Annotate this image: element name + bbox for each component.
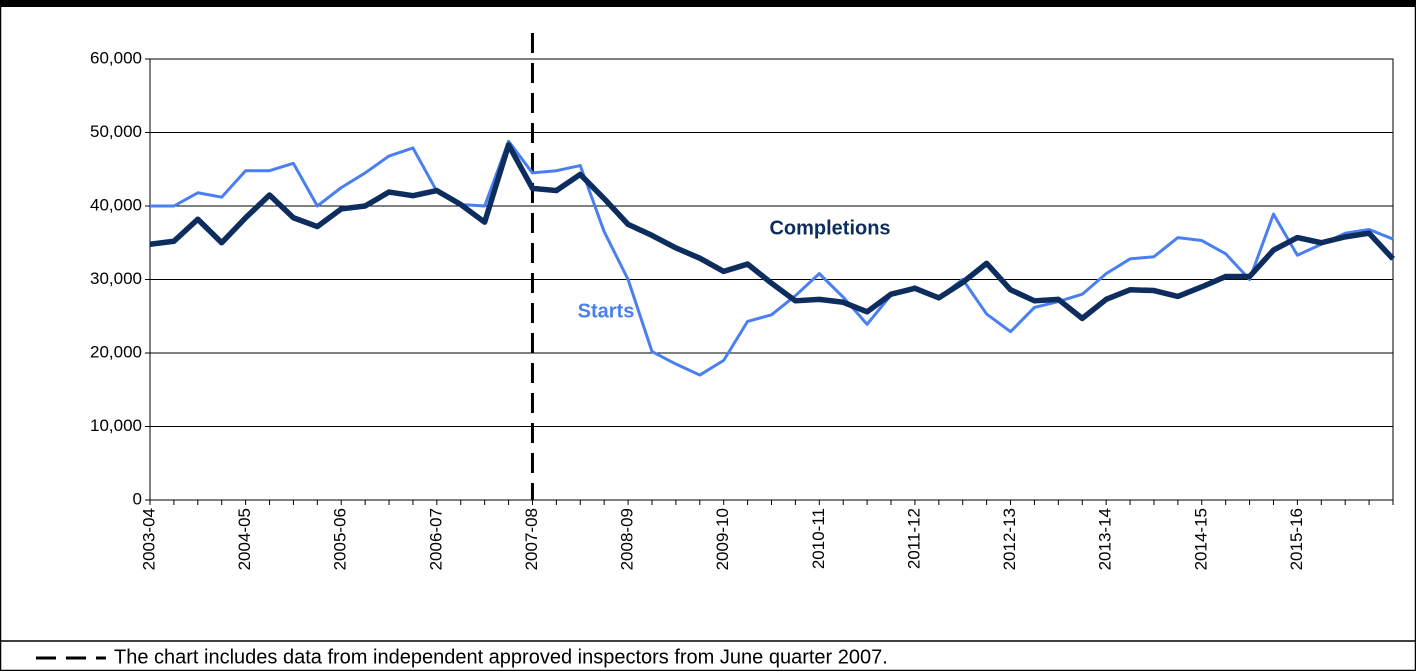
x-tick-label: 2013-14 <box>1096 508 1115 570</box>
x-tick-label: 2009-10 <box>713 508 732 570</box>
y-tick-label: 60,000 <box>90 48 142 67</box>
y-tick-label: 50,000 <box>90 122 142 141</box>
y-tick-label: 40,000 <box>90 195 142 214</box>
header-bar <box>0 0 1416 7</box>
y-tick-label: 0 <box>133 489 142 508</box>
x-tick-label: 2006-07 <box>426 508 445 570</box>
y-tick-label: 10,000 <box>90 416 142 435</box>
series-label: Starts <box>578 300 635 322</box>
x-tick-label: 2010-11 <box>809 508 828 569</box>
x-tick-label: 2004-05 <box>235 508 254 570</box>
x-tick-label: 2014-15 <box>1191 508 1210 570</box>
note: The chart includes data from independent… <box>114 646 888 668</box>
series-line <box>150 139 1394 377</box>
x-tick-label: 2005-06 <box>331 508 350 570</box>
x-tick-label: 2007-08 <box>522 508 541 570</box>
y-tick-label: 30,000 <box>90 269 142 288</box>
x-tick-label: 2003-04 <box>139 508 158 570</box>
y-tick-label: 20,000 <box>90 342 142 361</box>
x-tick-label: 2012-13 <box>1000 508 1019 570</box>
x-tick-label: 2011-12 <box>904 508 923 569</box>
x-tick-label: 2008-09 <box>618 508 637 570</box>
x-tick-label: 2015-16 <box>1287 508 1306 570</box>
series-line <box>149 142 1396 322</box>
series-label: Completions <box>769 217 890 239</box>
